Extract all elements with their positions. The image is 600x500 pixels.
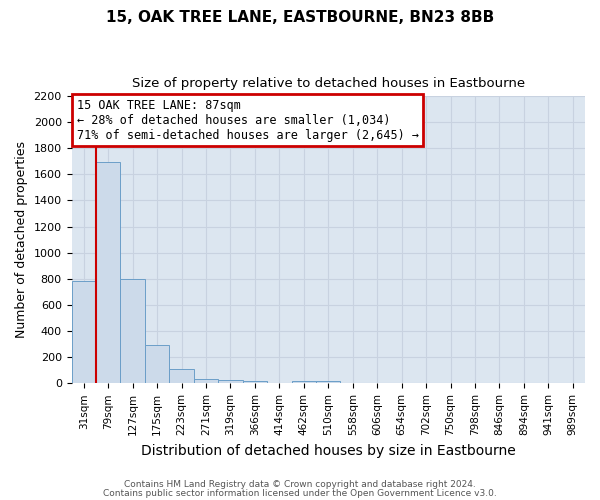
Bar [194,378,218,384]
Y-axis label: Number of detached properties: Number of detached properties [15,141,28,338]
Text: 15 OAK TREE LANE: 87sqm
← 28% of detached houses are smaller (1,034)
71% of semi: 15 OAK TREE LANE: 87sqm ← 28% of detache… [77,98,419,142]
Bar [218,380,242,384]
Text: 15, OAK TREE LANE, EASTBOURNE, BN23 8BB: 15, OAK TREE LANE, EASTBOURNE, BN23 8BB [106,10,494,25]
Bar [316,380,340,384]
Bar [71,282,96,384]
X-axis label: Distribution of detached houses by size in Eastbourne: Distribution of detached houses by size … [141,444,515,458]
Text: Contains public sector information licensed under the Open Government Licence v3: Contains public sector information licen… [103,488,497,498]
Title: Size of property relative to detached houses in Eastbourne: Size of property relative to detached ho… [132,78,525,90]
Bar [121,279,145,384]
Bar [96,162,121,384]
Bar [292,380,316,384]
Bar [242,380,267,384]
Bar [145,345,169,384]
Text: Contains HM Land Registry data © Crown copyright and database right 2024.: Contains HM Land Registry data © Crown c… [124,480,476,489]
Bar [169,368,194,384]
